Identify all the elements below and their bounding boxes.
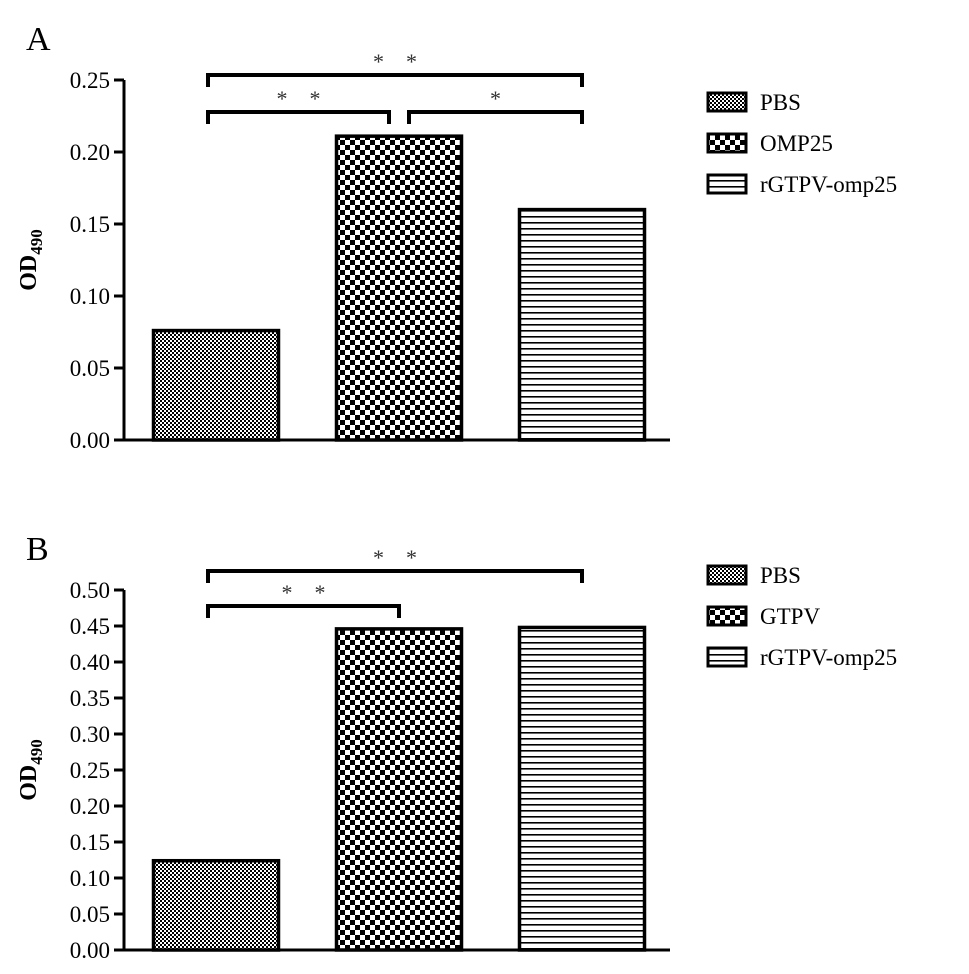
bracket-line (206, 569, 584, 583)
y-axis-title: OD490 (16, 739, 46, 801)
y-axis-title-subscript: 490 (27, 739, 46, 765)
legend-label: rGTPV-omp25 (760, 645, 897, 670)
legend-swatch (706, 605, 748, 627)
legend-label: GTPV (760, 604, 820, 629)
y-axis-title-subscript: 490 (27, 229, 46, 255)
chart-panel-a: A OD490 0.00 0.05 0.10 0.15 0.20 0.25 * * * * * PBS… (16, 21, 897, 453)
bracket-line (206, 110, 391, 124)
y-tick-label: 0.35 (70, 686, 110, 711)
y-tick-label: 0.15 (70, 830, 110, 855)
y-tick-label: 0.10 (70, 866, 110, 891)
legend-item: OMP25 (706, 131, 833, 156)
significance-label: * * (373, 545, 417, 570)
legend-label: PBS (760, 90, 801, 115)
bar-gtpv (334, 627, 464, 952)
bar-pbs (151, 858, 281, 952)
y-tick-label: 0.45 (70, 614, 110, 639)
legend-swatch (706, 564, 748, 586)
panel-letter: A (26, 21, 51, 58)
significance-label: * * (373, 49, 417, 74)
significance-bracket: * * (206, 580, 401, 618)
significance-bracket: * * (206, 86, 391, 124)
legend-label: OMP25 (760, 131, 833, 156)
y-tick-label: 0.05 (70, 356, 110, 381)
legend-label: PBS (760, 563, 801, 588)
bar-rgtpv-omp25 (517, 625, 647, 952)
y-tick-label: 0.30 (70, 722, 110, 747)
legend-swatch (706, 91, 748, 113)
panel-letter: B (26, 531, 49, 568)
significance-bracket: * (407, 86, 584, 124)
significance-label: * * (277, 86, 321, 111)
y-tick-label: 0.40 (70, 650, 110, 675)
significance-label: * * (282, 580, 326, 605)
bar-pbs (151, 328, 281, 442)
y-tick-label: 0.05 (70, 902, 110, 927)
y-tick-label: 0.10 (70, 284, 110, 309)
y-tick-label: 0.00 (70, 428, 110, 453)
legend-item: GTPV (706, 604, 820, 629)
significance-label: * (490, 86, 501, 111)
bracket-line (206, 604, 401, 618)
y-axis-title: OD490 (16, 229, 46, 291)
y-tick-label: 0.25 (70, 758, 110, 783)
legend-item: rGTPV-omp25 (706, 645, 897, 670)
bar-rgtpv-omp25 (517, 207, 647, 442)
legend-item: PBS (706, 90, 801, 115)
significance-bracket: * * (206, 49, 584, 87)
bar-omp25 (334, 134, 464, 442)
bracket-line (407, 110, 584, 124)
legend-label: rGTPV-omp25 (760, 172, 897, 197)
y-axis-title-main: OD (16, 255, 42, 291)
y-tick-label: 0.00 (70, 938, 110, 963)
y-axis-title-main: OD (16, 765, 42, 801)
y-tick-label: 0.50 (70, 578, 110, 603)
significance-bracket: * * (206, 545, 584, 583)
bracket-line (206, 73, 584, 87)
legend-item: PBS (706, 563, 801, 588)
legend-swatch (706, 646, 748, 668)
y-tick-label: 0.25 (70, 68, 110, 93)
y-tick-label: 0.20 (70, 140, 110, 165)
legend-swatch (706, 132, 748, 154)
chart-panel-b: B OD490 0.00 0.05 0.10 0.15 0.20 0.25 0.30 0.35 0.… (16, 531, 897, 963)
y-tick-label: 0.15 (70, 212, 110, 237)
legend-swatch (706, 173, 748, 195)
y-tick-label: 0.20 (70, 794, 110, 819)
legend-item: rGTPV-omp25 (706, 172, 897, 197)
